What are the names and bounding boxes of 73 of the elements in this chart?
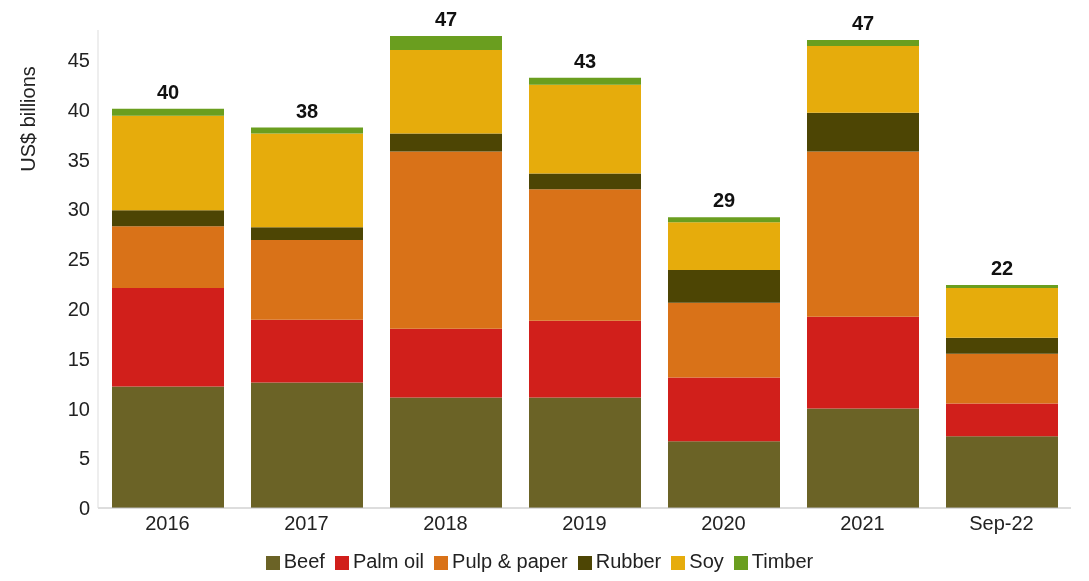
bar	[946, 353, 1058, 404]
bar	[112, 386, 224, 508]
bar	[390, 151, 502, 329]
x-tick-label: 2019	[562, 512, 607, 535]
legend-label: Pulp & paper	[452, 550, 568, 572]
x-tick-label: 2020	[701, 512, 746, 535]
y-tick-label: 25	[67, 248, 90, 271]
bar	[251, 382, 363, 508]
bar	[946, 287, 1058, 338]
bar	[668, 222, 780, 270]
y-tick-label: 40	[67, 98, 90, 121]
bar	[529, 84, 641, 174]
total-label: 40	[156, 80, 180, 103]
y-tick-label: 5	[78, 447, 90, 470]
bar	[807, 39, 919, 46]
bar	[251, 133, 363, 228]
bar	[668, 217, 780, 223]
bar	[946, 284, 1058, 288]
y-tick-label: 35	[67, 148, 90, 171]
bar	[390, 133, 502, 152]
legend-label: Timber	[751, 550, 814, 572]
x-tick-label: Sep-22	[969, 512, 1034, 535]
bar	[390, 35, 502, 50]
x-tick-label: 2021	[840, 512, 885, 535]
legend-label: Beef	[283, 550, 325, 572]
bar	[529, 77, 641, 85]
legend-label: Rubber	[595, 550, 662, 572]
bar	[807, 45, 919, 113]
bar	[668, 377, 780, 442]
y-axis-title: US$ billions	[17, 66, 40, 172]
x-tick-label: 2016	[145, 512, 190, 535]
y-tick-label: 45	[67, 48, 90, 71]
bar	[807, 112, 919, 152]
bar	[390, 328, 502, 398]
bar	[251, 127, 363, 134]
bar	[807, 316, 919, 409]
y-tick-label: 30	[67, 198, 90, 221]
bar	[529, 173, 641, 190]
total-label: 47	[851, 11, 875, 34]
legend-label: Palm oil	[352, 550, 425, 572]
bar	[668, 302, 780, 378]
bar	[390, 397, 502, 508]
total-label: 43	[573, 49, 597, 72]
total-label: 47	[434, 7, 458, 30]
total-label: 38	[295, 99, 319, 122]
bar	[112, 108, 224, 116]
bar	[668, 270, 780, 303]
total-label: 29	[712, 189, 736, 212]
x-tick-label: 2018	[423, 512, 468, 535]
bar	[251, 240, 363, 320]
bar	[112, 115, 224, 211]
bar	[807, 151, 919, 317]
y-tick-label: 10	[67, 397, 90, 420]
bar	[112, 226, 224, 288]
bar	[668, 441, 780, 508]
bar	[946, 436, 1058, 508]
bar	[807, 408, 919, 508]
bar	[251, 227, 363, 241]
bar	[390, 49, 502, 134]
bar	[529, 320, 641, 398]
bar	[251, 319, 363, 383]
x-tick-label: 2017	[284, 512, 329, 535]
bar	[946, 403, 1058, 437]
total-label: 22	[990, 256, 1014, 279]
bar	[946, 337, 1058, 354]
y-tick-label: 0	[78, 497, 90, 520]
bar	[112, 210, 224, 227]
bar	[529, 189, 641, 321]
bar	[529, 397, 641, 508]
y-tick-label: 20	[67, 297, 90, 320]
bar	[112, 287, 224, 387]
legend-label: Soy	[689, 550, 724, 572]
y-tick-label: 15	[67, 347, 90, 370]
